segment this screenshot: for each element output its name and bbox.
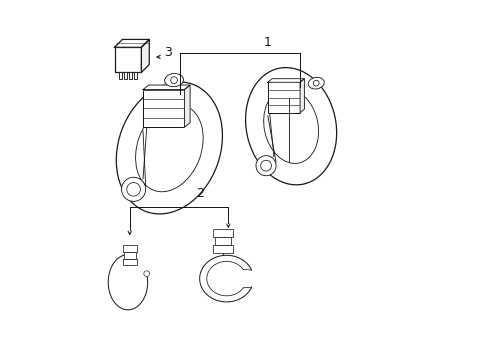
Circle shape [260,160,271,171]
Ellipse shape [164,73,183,87]
FancyBboxPatch shape [267,82,300,113]
FancyBboxPatch shape [142,90,184,127]
FancyBboxPatch shape [114,47,141,72]
Text: 1: 1 [264,36,271,49]
Polygon shape [267,79,304,82]
Polygon shape [114,40,149,47]
Ellipse shape [263,89,318,163]
Polygon shape [142,85,190,90]
Polygon shape [141,40,149,72]
Ellipse shape [307,77,324,89]
Circle shape [126,183,140,196]
Ellipse shape [116,82,222,214]
FancyBboxPatch shape [134,72,137,79]
Circle shape [255,156,276,176]
FancyBboxPatch shape [129,72,132,79]
FancyBboxPatch shape [124,72,126,79]
FancyBboxPatch shape [122,259,137,265]
Circle shape [170,77,177,84]
Polygon shape [184,85,190,127]
Ellipse shape [245,68,336,185]
FancyBboxPatch shape [213,229,232,237]
FancyBboxPatch shape [119,72,122,79]
Ellipse shape [135,104,203,192]
Polygon shape [300,79,304,113]
FancyBboxPatch shape [122,245,137,252]
Circle shape [313,80,319,86]
FancyBboxPatch shape [213,245,232,253]
Text: 3: 3 [163,46,171,59]
Circle shape [122,177,145,201]
FancyBboxPatch shape [214,237,231,245]
Circle shape [143,271,149,276]
Text: 2: 2 [195,187,203,200]
FancyBboxPatch shape [123,252,136,258]
